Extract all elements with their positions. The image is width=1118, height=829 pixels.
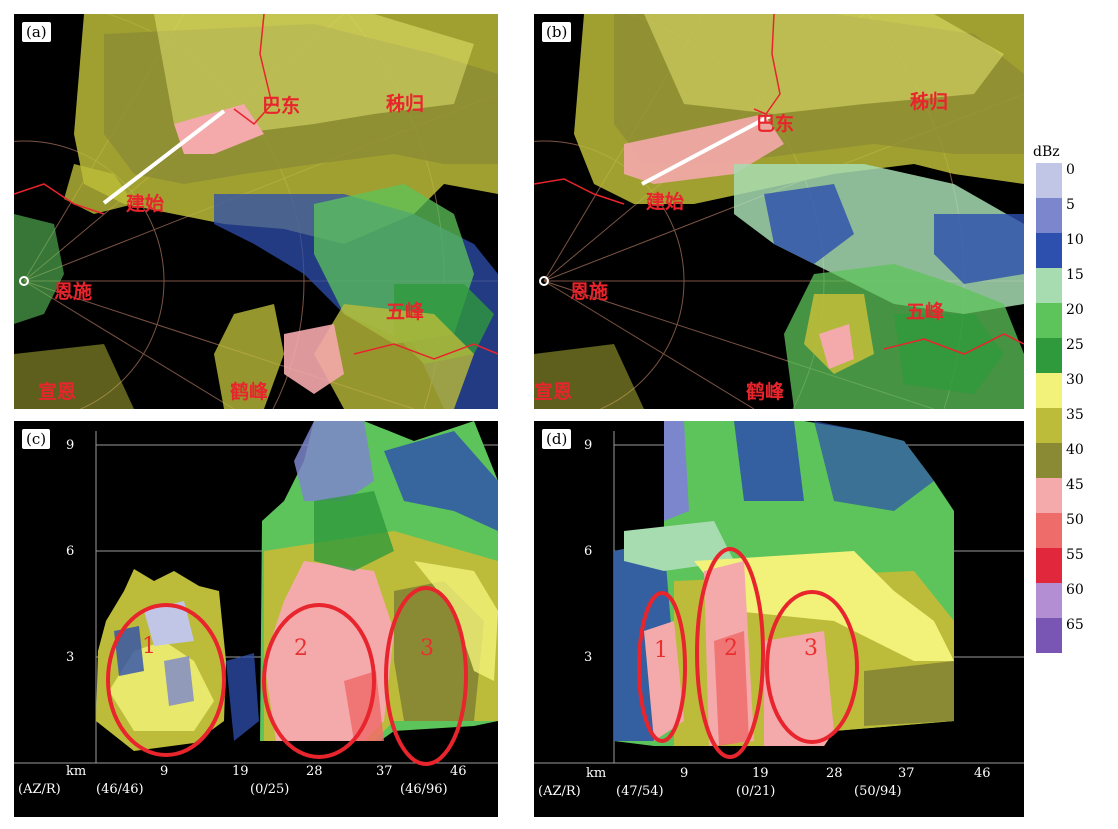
legend-swatch xyxy=(1036,338,1062,373)
legend-label: 30 xyxy=(1066,372,1084,388)
legend-label: 55 xyxy=(1066,547,1084,563)
city-enshi-b: 恩施 xyxy=(570,281,609,303)
cell-3-label-c: 3 xyxy=(420,636,434,661)
legend-swatch xyxy=(1036,373,1062,408)
x-tick-37-d: 37 xyxy=(898,766,915,781)
legend-label: 25 xyxy=(1066,337,1084,353)
city-badong-a: 巴东 xyxy=(262,95,301,117)
x-tick-28-c: 28 xyxy=(306,764,323,779)
legend-swatch xyxy=(1036,443,1062,478)
height-tick-6-d: 6 xyxy=(584,544,593,559)
cell-2-ellipse-d xyxy=(695,547,765,759)
legend-label: 40 xyxy=(1066,442,1084,458)
city-zigui-a: 秭归 xyxy=(386,93,425,115)
az-r-value-1-d: (47/54) xyxy=(616,784,664,799)
panel-c: (c) 9 6 3 1 2 3 km 9 19 28 37 46 (AZ/R) … xyxy=(14,421,498,817)
legend-label: 65 xyxy=(1066,617,1084,633)
legend-title: dBz xyxy=(1033,144,1060,160)
legend-swatch xyxy=(1036,233,1062,268)
x-unit-c: km xyxy=(66,764,87,779)
panel-a-radar xyxy=(14,14,498,409)
az-r-value-2-c: (0/25) xyxy=(250,782,290,797)
city-enshi-a: 恩施 xyxy=(54,281,93,303)
legend-swatch xyxy=(1036,303,1062,338)
x-tick-19-d: 19 xyxy=(752,766,769,781)
legend-colorbar xyxy=(1036,163,1062,653)
x-tick-9-c: 9 xyxy=(160,764,169,779)
panel-b-label: (b) xyxy=(542,22,572,42)
cell-3-ellipse-d xyxy=(765,590,859,744)
legend-swatch xyxy=(1036,618,1062,653)
legend-swatch xyxy=(1036,198,1062,233)
legend-label: 35 xyxy=(1066,407,1084,423)
legend-label: 60 xyxy=(1066,582,1084,598)
az-r-value-3-c: (46/96) xyxy=(400,782,448,797)
cell-1-ellipse xyxy=(106,603,226,757)
legend-label: 15 xyxy=(1066,267,1084,283)
legend-swatch xyxy=(1036,548,1062,583)
az-r-value-2-d: (0/21) xyxy=(736,784,776,799)
height-tick-9-c: 9 xyxy=(66,438,75,453)
legend-label: 50 xyxy=(1066,512,1084,528)
legend-label: 10 xyxy=(1066,232,1084,248)
legend-swatch xyxy=(1036,268,1062,303)
panel-a: (a) 巴东 秭归 建始 恩施 五峰 宣恩 鹤峰 xyxy=(14,14,498,409)
city-jianshi-a: 建始 xyxy=(126,193,165,215)
panel-d: (d) 9 6 3 1 2 3 km 9 19 28 37 46 (AZ/R) … xyxy=(534,421,1024,817)
city-xuanen-b: 宣恩 xyxy=(534,381,573,403)
panel-b-radar xyxy=(534,14,1024,409)
legend-label: 5 xyxy=(1066,197,1075,213)
x-tick-37-c: 37 xyxy=(376,764,393,779)
city-wufeng-a: 五峰 xyxy=(386,301,425,323)
legend-swatch xyxy=(1036,478,1062,513)
x-tick-9-d: 9 xyxy=(680,766,689,781)
city-hefeng-b: 鹤峰 xyxy=(746,381,785,403)
city-jianshi-b: 建始 xyxy=(646,191,685,213)
az-r-label-d: (AZ/R) xyxy=(538,784,581,799)
height-tick-9-d: 9 xyxy=(584,438,593,453)
panel-d-label: (d) xyxy=(542,429,572,449)
city-badong-b: 巴东 xyxy=(756,113,795,135)
legend-swatch xyxy=(1036,163,1062,198)
city-wufeng-b: 五峰 xyxy=(906,301,945,323)
panel-c-section xyxy=(14,421,498,766)
city-xuanen-a: 宣恩 xyxy=(38,381,77,403)
x-tick-46-d: 46 xyxy=(974,766,991,781)
x-unit-d: km xyxy=(586,766,607,781)
legend-swatch xyxy=(1036,513,1062,548)
az-r-value-1-c: (46/46) xyxy=(96,782,144,797)
cell-1-label-c: 1 xyxy=(142,634,156,659)
az-r-value-3-d: (50/94) xyxy=(854,784,902,799)
city-hefeng-a: 鹤峰 xyxy=(230,381,269,403)
cell-1-ellipse-d xyxy=(637,591,687,743)
cell-2-ellipse xyxy=(262,603,376,759)
height-tick-3-c: 3 xyxy=(66,650,75,665)
legend-swatch xyxy=(1036,583,1062,618)
x-tick-28-d: 28 xyxy=(826,766,843,781)
panel-a-label: (a) xyxy=(22,22,51,42)
x-tick-46-c: 46 xyxy=(450,764,467,779)
legend-label: 45 xyxy=(1066,477,1084,493)
cell-3-label-d: 3 xyxy=(804,636,818,661)
az-r-label-c: (AZ/R) xyxy=(18,782,61,797)
cell-3-ellipse xyxy=(384,586,468,766)
panel-c-label: (c) xyxy=(22,429,51,449)
legend-label: 20 xyxy=(1066,302,1084,318)
city-zigui-b: 秭归 xyxy=(910,91,949,113)
legend-swatch xyxy=(1036,408,1062,443)
cell-2-label-c: 2 xyxy=(294,636,308,661)
panel-b: (b) 巴东 秭归 建始 恩施 五峰 宣恩 鹤峰 xyxy=(534,14,1024,409)
cell-2-label-d: 2 xyxy=(724,636,738,661)
height-tick-6-c: 6 xyxy=(66,544,75,559)
height-tick-3-d: 3 xyxy=(584,650,593,665)
legend-label: 0 xyxy=(1066,162,1075,178)
cell-1-label-d: 1 xyxy=(654,638,668,663)
panel-d-section xyxy=(534,421,1024,764)
x-tick-19-c: 19 xyxy=(232,764,249,779)
